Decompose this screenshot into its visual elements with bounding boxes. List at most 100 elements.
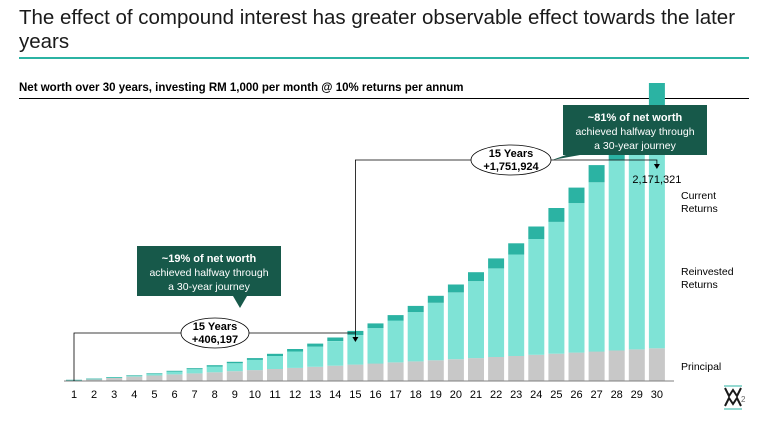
bar-reinvested-returns-10 [246,359,263,371]
x-tick-label-6: 6 [171,389,177,401]
annotation-1-15-line1: 15 Years [193,321,237,333]
x-tick-label-3: 3 [111,389,117,401]
bar-principal-21 [468,358,484,381]
x-tick-label-19: 19 [430,389,442,401]
bar-principal-2 [86,378,103,381]
bar-current-returns-22 [488,258,505,269]
title-divider [19,57,749,59]
callout-19-line1: ~19% of net worth [162,253,257,265]
legend-current-returns-line2: Returns [681,203,718,215]
x-tick-label-13: 13 [309,389,321,401]
bar-principal-27 [588,351,605,381]
bar-principal-5 [146,375,163,381]
bar-reinvested-returns-8 [206,366,223,373]
x-tick-label-14: 14 [329,389,341,401]
bar-current-returns-3 [106,377,123,378]
bar-principal-24 [528,354,545,381]
x-tick-label-12: 12 [289,389,301,401]
bar-current-returns-24 [528,226,545,239]
bar-principal-18 [407,361,424,381]
legend-principal-line1: Principal [681,361,721,373]
x-tick-label-10: 10 [249,389,261,401]
bar-reinvested-returns-17 [387,320,404,363]
slide-title: The effect of compound interest has grea… [19,6,736,53]
bar-principal-28 [608,350,625,381]
x-tick-label-29: 29 [631,389,643,401]
bar-reinvested-returns-13 [307,346,324,367]
bar-reinvested-returns-27 [588,182,605,352]
bar-reinvested-returns-11 [267,356,283,369]
x-tick-label-25: 25 [550,389,562,401]
x-tick-label-18: 18 [410,389,422,401]
annotation-arrowhead-15-30 [653,164,660,169]
bar-reinvested-returns-5 [146,373,163,376]
bar-reinvested-returns-7 [186,369,203,374]
bar-reinvested-returns-23 [508,254,525,356]
x-tick-label-9: 9 [232,389,238,401]
bar-current-returns-7 [186,368,203,370]
bar-current-returns-21 [468,272,484,282]
bar-current-returns-8 [206,365,223,367]
bar-principal-19 [427,360,444,381]
callout-19-line3: a 30-year journey [168,281,250,293]
x-tick-label-21: 21 [470,389,482,401]
bar-principal-8 [206,372,223,381]
x-tick-label-8: 8 [212,389,218,401]
callout-81-pointer [552,155,580,160]
bar-reinvested-returns-26 [568,203,585,353]
callout-81-line2: achieved halfway through [575,126,694,138]
data-label-30: 2,171,321 [632,174,681,186]
company-logo-icon [724,385,742,410]
bar-current-returns-19 [427,295,444,303]
bar-current-returns-16 [367,323,384,329]
bar-reinvested-returns-6 [166,371,183,375]
x-tick-label-17: 17 [389,389,401,401]
x-tick-label-28: 28 [611,389,623,401]
bar-principal-10 [246,370,263,381]
x-tick-label-2: 2 [91,389,97,401]
callout-19-pointer [233,296,247,308]
bar-current-returns-18 [407,305,424,313]
bar-reinvested-returns-4 [126,375,143,377]
bar-current-returns-13 [307,343,324,347]
bar-principal-26 [568,352,585,381]
bar-principal-12 [287,367,304,381]
bar-reinvested-returns-25 [548,221,565,354]
bar-reinvested-returns-20 [447,292,464,360]
bar-principal-9 [226,371,243,381]
annotation-15-30-value: +1,751,924 [483,161,539,173]
x-tick-label-5: 5 [151,389,157,401]
bar-reinvested-returns-24 [528,238,545,355]
bar-reinvested-returns-19 [427,302,444,361]
bar-current-returns-4 [126,375,143,376]
bar-current-returns-26 [568,187,585,204]
bar-principal-29 [628,349,645,381]
bar-current-returns-5 [146,373,163,374]
callout-19-line2: achieved halfway through [149,267,268,279]
x-tick-label-23: 23 [510,389,522,401]
bar-reinvested-returns-28 [608,159,625,351]
bar-principal-11 [267,369,283,381]
bar-principal-13 [307,366,324,381]
x-tick-label-27: 27 [590,389,602,401]
callout-81-line1: ~81% of net worth [588,112,683,124]
bar-principal-30 [648,348,665,381]
bar-reinvested-returns-9 [226,363,243,372]
callout-81-line3: a 30-year journey [594,140,676,152]
legend-reinvested-returns-line2: Returns [681,279,718,291]
callout-81-box [563,105,707,155]
bar-current-returns-17 [387,315,404,321]
bar-principal-20 [447,359,464,381]
bar-principal-7 [186,373,203,381]
bar-reinvested-returns-18 [407,312,424,362]
bar-reinvested-returns-30 [648,106,665,349]
bar-principal-3 [106,377,123,381]
bar-principal-14 [327,365,344,381]
annotation-ellipse-15-30 [470,144,552,176]
bar-reinvested-returns-14 [327,341,344,366]
bar-principal-15 [347,364,364,381]
x-tick-label-24: 24 [530,389,542,401]
x-tick-label-20: 20 [450,389,462,401]
bar-reinvested-returns-29 [628,134,645,350]
